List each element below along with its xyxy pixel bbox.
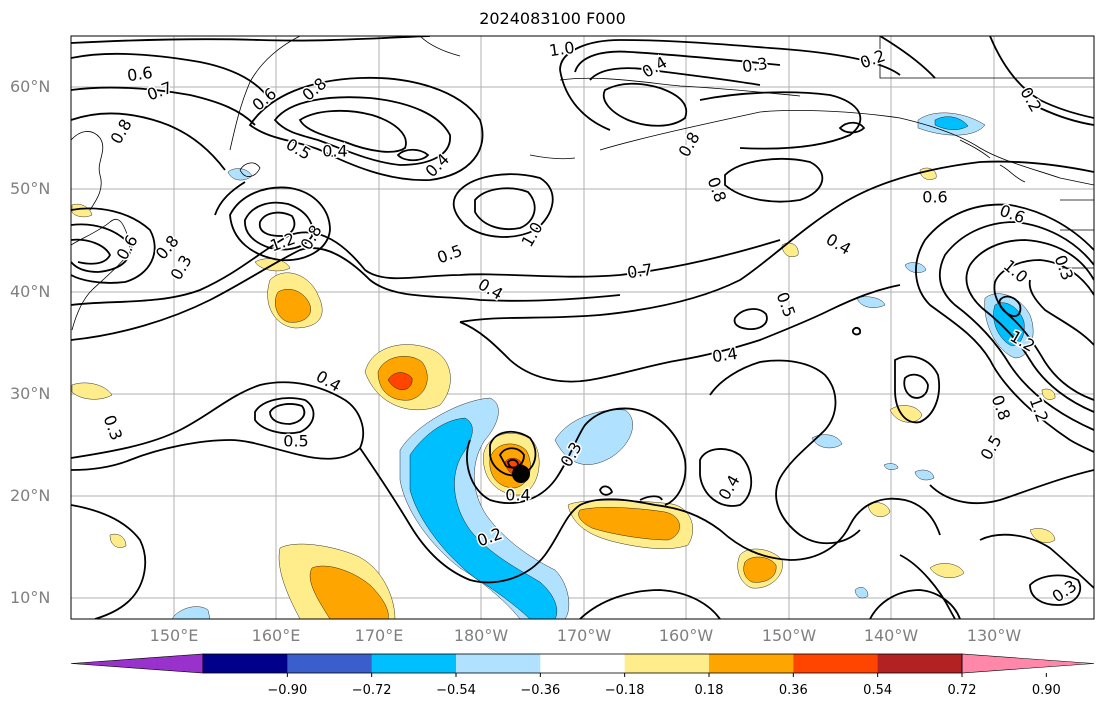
contour-label: 0.8 xyxy=(107,116,136,148)
colorbar-tick-label: −0.18 xyxy=(604,683,645,698)
shade-lightblue xyxy=(171,606,211,619)
colorbar-tick-label: −0.36 xyxy=(520,683,561,698)
shade-blue xyxy=(409,417,558,619)
contour-label: 0.5 xyxy=(434,241,464,268)
lon-label: 140°W xyxy=(863,626,919,645)
contour-label: 0.8 xyxy=(704,174,731,204)
shade-yellow xyxy=(71,203,93,218)
contour-label: 0.3 xyxy=(100,412,127,442)
contour-label: 0.4 xyxy=(505,486,530,505)
contour-label: 0.4 xyxy=(313,367,345,396)
shade-lightblue xyxy=(883,463,899,470)
storm-center-marker xyxy=(512,465,530,483)
lon-label: 170°E xyxy=(354,626,404,645)
contour-label: 0.8 xyxy=(299,74,331,105)
contour-label: 0.5 xyxy=(283,432,308,451)
lon-label: 170°W xyxy=(556,626,612,645)
shade-red xyxy=(387,372,413,390)
positive-shading xyxy=(71,167,1056,619)
contour-label: 1.0 xyxy=(548,38,576,60)
colorbar-tick-label: −0.72 xyxy=(351,683,392,698)
shade-yellow xyxy=(867,502,891,517)
contour-label: 0.5 xyxy=(773,289,800,319)
lon-label: 130°W xyxy=(966,626,1022,645)
shade-yellow xyxy=(1041,388,1056,400)
colorbar-swatch xyxy=(793,654,879,673)
coastlines xyxy=(71,36,1094,331)
map-frame xyxy=(70,35,1095,620)
contour-label: 0.8 xyxy=(988,392,1015,422)
shade-lightblue xyxy=(854,587,869,599)
shade-orange xyxy=(309,565,389,619)
colorbar-extend-low xyxy=(70,653,204,674)
lon-label: 150°E xyxy=(149,626,199,645)
contour-label: 0.4 xyxy=(823,230,855,259)
shade-lightblue xyxy=(554,409,633,465)
contour-label: 0.5 xyxy=(977,432,1006,464)
contour-label: 0.4 xyxy=(322,142,347,161)
colorbar-tick-label: −0.90 xyxy=(267,683,308,698)
shade-blue xyxy=(993,302,1025,346)
colorbar-tick-label: 0.72 xyxy=(947,683,977,698)
contour-label: 0.4 xyxy=(639,53,671,82)
lat-label: 50°N xyxy=(10,179,51,198)
colorbar-tick-label: 0.54 xyxy=(863,683,893,698)
contour-label: 0.5 xyxy=(283,135,315,164)
contour-label: 0.6 xyxy=(249,84,281,115)
colorbar-tick-label: −0.54 xyxy=(436,683,476,698)
colorbar xyxy=(70,653,1095,677)
contour-label: 0.6 xyxy=(126,63,154,85)
colorbar-frame xyxy=(202,653,963,674)
contour-label: 1.2 xyxy=(267,229,297,256)
contour-label: 0.6 xyxy=(922,188,947,207)
contour-label: 0.6 xyxy=(113,232,142,264)
lon-label: 160°W xyxy=(658,626,714,645)
colorbar-swatch xyxy=(709,654,794,673)
lat-label: 40°N xyxy=(10,282,51,301)
colorbar-swatch xyxy=(371,654,457,673)
contour-label: 0.2 xyxy=(857,46,887,73)
shade-yellow xyxy=(929,563,965,578)
lat-label: 20°N xyxy=(10,486,51,505)
colorbar-swatch xyxy=(287,654,373,673)
contour-label: 0.8 xyxy=(675,129,704,161)
lon-label: 160°E xyxy=(251,626,301,645)
shade-yellow xyxy=(1029,528,1056,543)
shade-orange xyxy=(578,507,680,541)
colorbar-extend-high xyxy=(961,653,1095,674)
shade-lightblue xyxy=(811,434,843,449)
colorbar-swatch xyxy=(540,654,626,673)
lat-label: 30°N xyxy=(10,384,51,403)
shade-orange xyxy=(743,556,777,583)
shade-yellow xyxy=(109,533,127,548)
shade-blue xyxy=(934,116,969,130)
colorbar-swatch xyxy=(877,654,963,673)
lon-label: 150°W xyxy=(761,626,817,645)
shade-orange xyxy=(275,289,311,323)
contour-label: 0.4 xyxy=(711,344,739,366)
colorbar-tick-label: 0.36 xyxy=(778,683,808,698)
lat-label: 10°N xyxy=(10,588,51,607)
contour-label: 0.3 xyxy=(1049,576,1081,606)
contour-label: 0.2 xyxy=(1016,84,1045,116)
contour-label: 0.3 xyxy=(741,54,769,76)
map-title: 2024083100 F000 xyxy=(479,9,626,28)
colorbar-tick-label: 0.90 xyxy=(1031,683,1061,698)
colorbar-tick-label: 0.18 xyxy=(694,683,724,698)
colorbar-swatch xyxy=(456,654,541,673)
contour-label: 0.4 xyxy=(715,472,744,504)
colorbar-swatch xyxy=(203,654,288,673)
colorbar-swatch xyxy=(624,654,710,673)
shade-lightblue xyxy=(856,296,886,308)
contour-label-layer: 1.00.4 0.3 0.20.60.70.80.6 0.80.5 0.4 0.40.80… xyxy=(98,36,1082,607)
contour-lines xyxy=(71,36,1094,619)
shade-yellow xyxy=(71,382,113,400)
contour-label: 0.7 xyxy=(626,260,654,282)
shade-lightblue xyxy=(914,469,935,481)
lon-label: 180°W xyxy=(453,626,509,645)
lat-label: 60°N xyxy=(10,77,51,96)
